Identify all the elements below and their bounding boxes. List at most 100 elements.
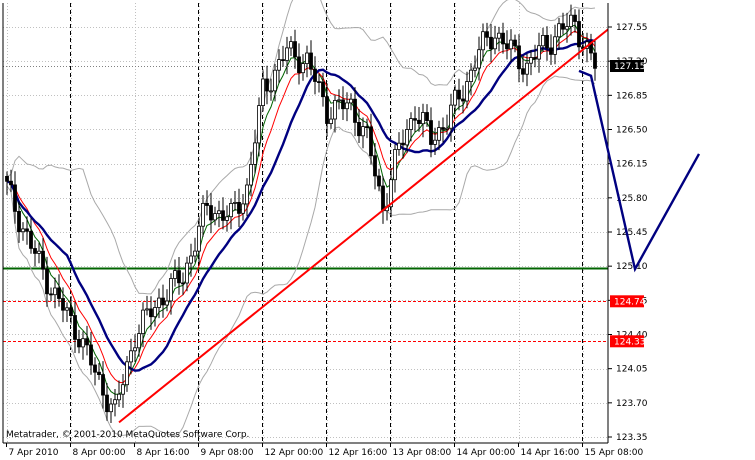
candle-body	[137, 333, 141, 349]
candle-body	[125, 361, 129, 386]
candle-body	[57, 287, 61, 299]
candle-body	[297, 56, 301, 74]
candle-body	[121, 384, 125, 395]
candle-body	[337, 99, 341, 102]
candle-body	[493, 37, 497, 50]
candle-body	[165, 300, 169, 306]
candle-body	[49, 293, 53, 296]
candle-body	[397, 142, 401, 150]
trendline	[118, 26, 612, 424]
candle-body	[377, 175, 381, 187]
candle-body	[161, 297, 165, 306]
candle-body	[77, 338, 81, 348]
candle-body	[541, 35, 545, 47]
candle-body	[477, 49, 481, 69]
candle-body	[461, 98, 465, 102]
price-label-text: 124.33	[614, 337, 646, 347]
candle-body	[573, 14, 577, 22]
candle-body	[245, 184, 249, 205]
candle-body	[53, 287, 57, 296]
y-tick-label: 125.10	[616, 262, 648, 272]
candle-body	[169, 278, 173, 302]
candle-body	[529, 57, 533, 64]
candle-body	[481, 31, 485, 51]
candle-body	[229, 202, 233, 218]
candle-body	[233, 201, 237, 204]
y-tick-label: 127.55	[616, 23, 648, 33]
candle-body	[249, 163, 253, 186]
candle-body	[153, 307, 157, 318]
candle-body	[509, 39, 513, 50]
x-tick-label: 12 Apr 16:00	[329, 448, 388, 458]
candle-body	[289, 41, 293, 49]
candle-body	[433, 139, 437, 145]
candle-body	[145, 308, 149, 311]
candle-body	[353, 98, 357, 123]
candle-body	[133, 347, 137, 352]
candle-body	[189, 255, 193, 264]
candle-body	[213, 213, 217, 221]
candle-body	[557, 23, 561, 38]
candle-body	[21, 228, 25, 233]
candle-body	[489, 36, 493, 50]
x-tick-label: 14 Apr 16:00	[521, 448, 580, 458]
candle-body	[225, 216, 229, 221]
candle-body	[293, 41, 297, 58]
candle-body	[413, 118, 417, 121]
candle-body	[321, 81, 325, 98]
y-tick-label: 126.85	[616, 91, 648, 101]
candle-body	[185, 262, 189, 284]
candle-body	[537, 45, 541, 60]
candle-body	[405, 129, 409, 146]
candle-body	[417, 119, 421, 125]
candle-body	[221, 210, 225, 221]
candle-body	[561, 23, 565, 30]
candle-body	[193, 250, 197, 257]
candle-body	[593, 52, 597, 69]
x-tick-label: 7 Apr 2010	[9, 448, 59, 458]
price-label-box	[610, 295, 644, 308]
candle-body	[201, 202, 205, 227]
candle-body	[521, 68, 525, 75]
candle-body	[13, 184, 17, 212]
candle-body	[205, 202, 209, 206]
candle-body	[437, 127, 441, 141]
candle-body	[173, 270, 177, 279]
price-label-box	[610, 335, 644, 348]
y-tick-label: 123.35	[616, 433, 648, 443]
x-tick-label: 14 Apr 00:00	[457, 448, 516, 458]
candle-body	[277, 59, 281, 71]
candle-body	[209, 205, 213, 221]
candle-body	[485, 31, 489, 38]
x-tick-label: 12 Apr 00:00	[265, 448, 324, 458]
candle-body	[425, 112, 429, 122]
candle-body	[149, 308, 153, 318]
candle-body	[285, 47, 289, 61]
candle-body	[269, 90, 273, 93]
candle-body	[45, 268, 49, 295]
candle-body	[549, 47, 553, 55]
candle-body	[313, 68, 317, 82]
ma-fast	[6, 24, 596, 395]
candle-body	[181, 282, 185, 285]
candle-body	[261, 78, 265, 107]
candle-body	[501, 32, 505, 45]
candle-body	[309, 52, 313, 70]
y-tick-label: 126.50	[616, 126, 648, 136]
candle-body	[101, 374, 105, 396]
forecast-line	[578, 69, 701, 273]
trendline-segment	[118, 26, 612, 424]
forecast-path-axis	[578, 69, 701, 273]
candle-body	[469, 69, 473, 82]
candle-body	[553, 36, 557, 55]
candle-body	[565, 26, 569, 30]
candle-body	[41, 250, 45, 270]
candle-body	[357, 122, 361, 137]
candle-body	[29, 230, 33, 249]
y-tick-label: 124.05	[616, 365, 648, 375]
x-tick-label: 13 Apr 08:00	[393, 448, 452, 458]
candle-body	[333, 100, 337, 120]
candle-body	[373, 155, 377, 177]
candle-body	[105, 394, 109, 413]
